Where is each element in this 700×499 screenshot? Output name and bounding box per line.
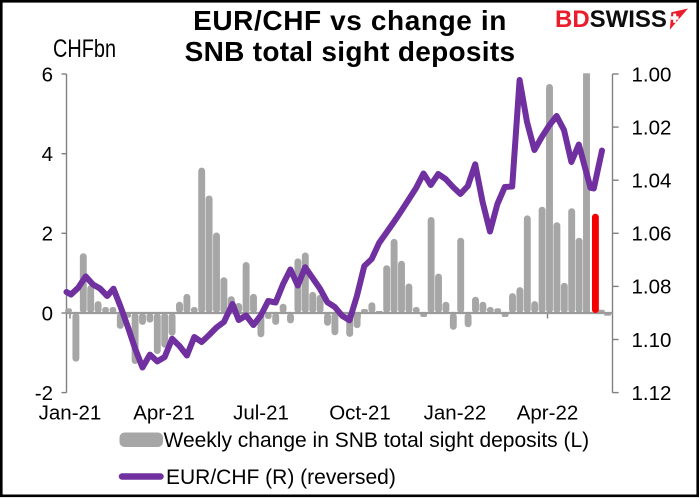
svg-text:1.04: 1.04 — [632, 170, 672, 193]
svg-text:Jan-22: Jan-22 — [424, 402, 487, 425]
svg-text:Apr-22: Apr-22 — [517, 402, 579, 425]
svg-text:Jul-21: Jul-21 — [233, 402, 289, 425]
svg-text:6: 6 — [42, 63, 53, 86]
svg-text:Oct-21: Oct-21 — [329, 402, 391, 425]
svg-text:1.12: 1.12 — [632, 382, 672, 405]
svg-text:0: 0 — [42, 302, 53, 325]
svg-text:Jan-21: Jan-21 — [39, 402, 102, 425]
svg-text:2: 2 — [42, 223, 53, 246]
svg-text:4: 4 — [42, 143, 53, 166]
svg-text:1.00: 1.00 — [632, 63, 672, 86]
svg-text:1.08: 1.08 — [632, 276, 672, 299]
svg-text:SWISS: SWISS — [590, 6, 667, 33]
svg-text:SNB total sight deposits: SNB total sight deposits — [185, 36, 516, 67]
svg-text:EUR/CHF (R) (reversed): EUR/CHF (R) (reversed) — [166, 466, 396, 489]
svg-text:1.02: 1.02 — [632, 116, 672, 139]
svg-text:Apr-21: Apr-21 — [133, 402, 195, 425]
svg-text:Weekly change in SNB total sig: Weekly change in SNB total sight deposit… — [164, 429, 590, 452]
svg-text:-2: -2 — [35, 382, 53, 405]
svg-text:BD: BD — [555, 6, 590, 33]
svg-text:EUR/CHF vs change in: EUR/CHF vs change in — [193, 5, 507, 36]
svg-text:1.10: 1.10 — [632, 329, 672, 352]
svg-text:1.06: 1.06 — [632, 223, 672, 246]
svg-text:CHFbn: CHFbn — [53, 35, 116, 63]
